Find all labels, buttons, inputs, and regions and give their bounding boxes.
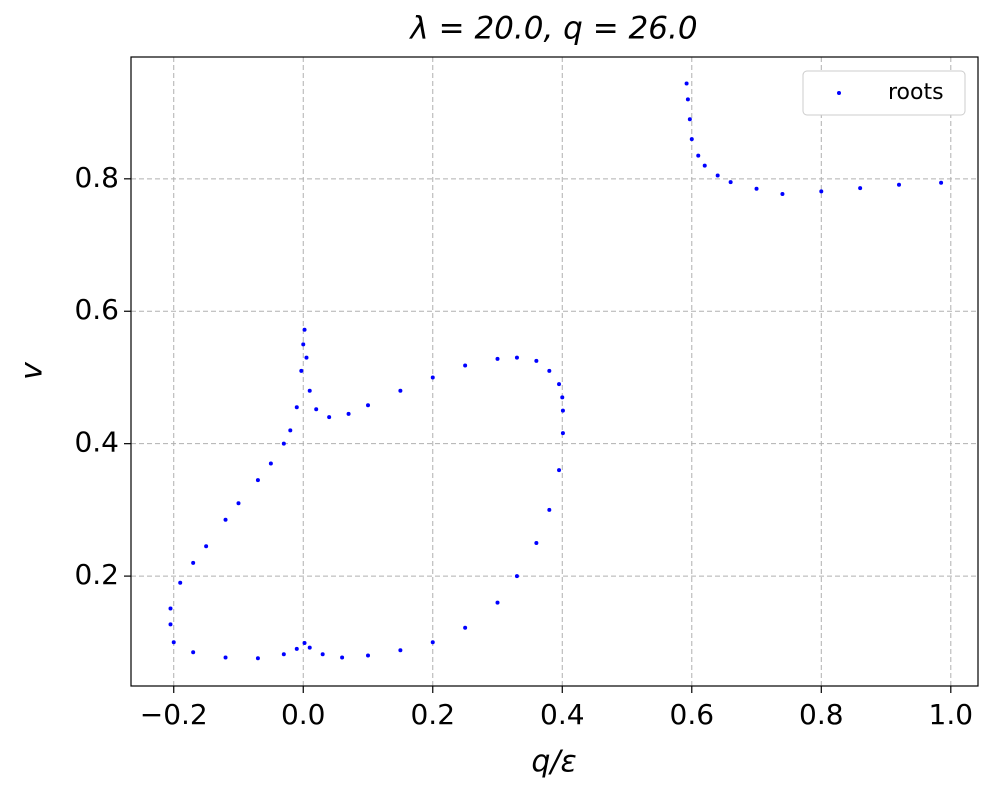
- point: [685, 97, 690, 102]
- point: [687, 117, 692, 122]
- point: [255, 656, 260, 661]
- x-tick-label: 0.4: [540, 698, 585, 731]
- legend-marker: [837, 91, 841, 95]
- point: [430, 640, 435, 645]
- point: [560, 395, 565, 400]
- point: [715, 173, 720, 178]
- point: [304, 355, 309, 360]
- point: [514, 355, 519, 360]
- point: [327, 415, 332, 420]
- point: [168, 622, 173, 627]
- x-axis-label: q/ε: [531, 745, 576, 780]
- point: [689, 137, 694, 142]
- point: [281, 652, 286, 657]
- point: [858, 186, 863, 191]
- point: [302, 327, 307, 332]
- point: [366, 403, 371, 408]
- point: [939, 180, 944, 185]
- point: [168, 606, 173, 611]
- point: [320, 652, 325, 657]
- point: [495, 600, 500, 605]
- point: [896, 182, 901, 187]
- y-tick-label: 0.8: [74, 161, 119, 194]
- point: [191, 650, 196, 655]
- point: [204, 544, 209, 549]
- point: [560, 431, 565, 436]
- point: [547, 368, 552, 373]
- point: [314, 407, 319, 412]
- legend-label: roots: [888, 80, 944, 105]
- y-axis-label: v: [15, 361, 50, 380]
- point: [191, 560, 196, 565]
- x-tick-label: 1.0: [929, 698, 974, 731]
- point: [534, 358, 539, 363]
- point: [301, 342, 306, 347]
- point: [268, 461, 273, 466]
- x-tick-label: 0.8: [799, 698, 844, 731]
- point: [463, 363, 468, 368]
- point: [340, 655, 345, 660]
- point: [236, 501, 241, 506]
- plot-frame: [130, 56, 979, 687]
- point: [557, 382, 562, 387]
- point: [255, 478, 260, 483]
- point: [728, 180, 733, 185]
- point: [819, 189, 824, 194]
- x-tick-label: 0.6: [670, 698, 715, 731]
- point: [754, 186, 759, 191]
- point: [307, 645, 312, 650]
- point: [547, 507, 552, 512]
- point: [294, 405, 299, 410]
- point: [398, 648, 403, 653]
- chart-title: λ = 20.0, q = 26.0: [408, 11, 697, 47]
- point: [178, 580, 183, 585]
- point: [302, 640, 307, 645]
- y-tick-label: 0.2: [74, 558, 119, 591]
- point: [171, 640, 176, 645]
- point: [294, 646, 299, 651]
- point: [307, 388, 312, 393]
- point: [557, 468, 562, 473]
- legend-box: [802, 70, 966, 116]
- point: [366, 653, 371, 658]
- point: [463, 625, 468, 630]
- point: [223, 517, 228, 522]
- point: [346, 411, 351, 416]
- point: [560, 408, 565, 413]
- point: [702, 163, 707, 168]
- point: [495, 356, 500, 361]
- point: [288, 428, 293, 433]
- y-tick-label: 0.6: [74, 293, 119, 326]
- point: [684, 81, 689, 86]
- y-tick-label: 0.4: [74, 426, 119, 459]
- x-tick-label: 0.2: [410, 698, 455, 731]
- point: [281, 441, 286, 446]
- x-tick-label: −0.2: [140, 698, 208, 731]
- point: [696, 153, 701, 158]
- point: [780, 192, 785, 197]
- point: [514, 574, 519, 579]
- point: [299, 368, 304, 373]
- point: [430, 375, 435, 380]
- point: [534, 540, 539, 545]
- point: [398, 388, 403, 393]
- x-tick-label: 0.0: [281, 698, 326, 731]
- point: [223, 655, 228, 660]
